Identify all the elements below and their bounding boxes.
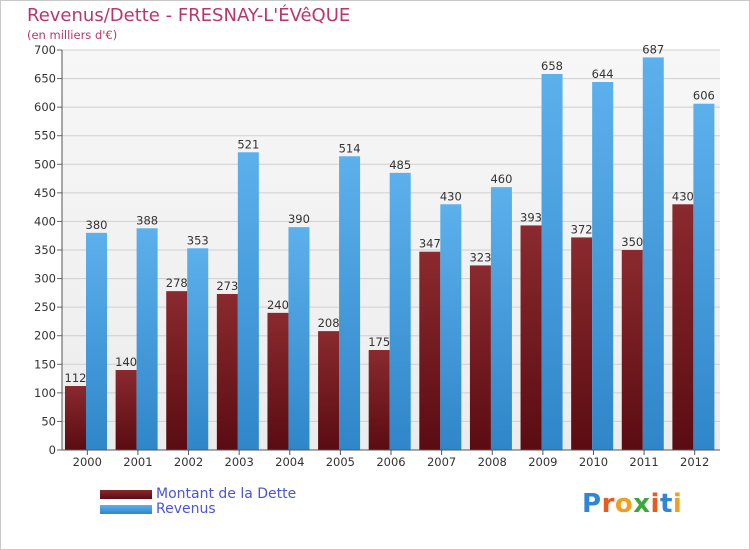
logo-letter: t [659,489,673,519]
bar-dette [318,331,340,450]
bar-dette [672,204,694,450]
bar-revenus [86,232,107,450]
proxiti-logo: Proxiti [582,489,682,519]
y-tick-label: 600 [34,100,56,114]
y-tick-label: 300 [34,272,56,286]
bar-revenus [541,74,563,450]
data-label-dette: 140 [115,355,137,369]
legend-label-revenus: Revenus [156,501,216,517]
data-label-revenus: 353 [187,233,209,247]
bar-revenus [440,204,462,450]
bar-dette [65,386,86,450]
data-label-revenus: 521 [237,137,259,151]
bar-dette [368,350,390,450]
bar-dette [166,291,188,450]
data-label-revenus: 658 [541,59,563,73]
y-tick-label: 350 [34,243,56,257]
data-label-revenus: 644 [592,67,614,81]
logo-letter: i [650,489,660,519]
x-tick-label: 2006 [376,455,405,469]
x-tick-label: 2009 [528,455,557,469]
bar-dette [520,225,542,450]
bar-revenus [389,172,411,450]
bar-revenus [592,82,614,450]
bar-dette [419,251,441,450]
bar-dette [267,312,289,450]
logo-letter: o [614,489,634,519]
data-label-revenus: 380 [86,218,108,232]
data-label-dette: 278 [166,276,188,290]
x-tick-label: 2000 [73,455,102,469]
data-label-dette: 323 [469,250,491,264]
x-tick-label: 2002 [174,455,203,469]
data-label-dette: 372 [571,222,593,236]
x-tick-label: 2005 [326,455,355,469]
logo-letter: x [633,489,651,519]
data-label-dette: 430 [672,189,694,203]
data-label-dette: 350 [621,235,643,249]
logo-letter: r [601,489,615,519]
y-tick-label: 700 [34,43,56,57]
logo-letter: P [582,489,602,519]
x-tick-label: 2012 [680,455,709,469]
x-tick-label: 2008 [478,455,507,469]
data-label-revenus: 606 [693,89,715,103]
bar-dette [115,370,137,450]
x-tick-label: 2004 [275,455,304,469]
bar-revenus [490,187,512,450]
bar-revenus [642,57,664,451]
y-tick-label: 450 [34,186,56,200]
y-tick-label: 650 [34,72,56,86]
data-label-revenus: 687 [642,42,664,56]
data-label-dette: 208 [318,316,340,330]
bar-dette [621,250,643,450]
data-label-dette: 347 [419,237,441,251]
logo-letter: i [672,489,683,519]
data-label-revenus: 460 [490,172,512,186]
bar-revenus [136,228,158,450]
legend-label-dette: Montant de la Dette [156,486,297,502]
y-tick-label: 0 [49,443,56,457]
data-label-dette: 273 [216,279,238,293]
bar-revenus [237,152,259,451]
y-tick-label: 400 [34,214,56,228]
bar-dette [469,265,491,450]
bar-dette [216,294,238,450]
x-tick-label: 2010 [579,455,608,469]
y-tick-label: 250 [34,300,56,314]
data-label-dette: 112 [65,371,87,385]
y-tick-label: 500 [34,157,56,171]
x-tick-label: 2001 [123,455,152,469]
legend-swatch-dette [100,490,152,499]
data-label-revenus: 388 [136,213,158,227]
x-tick-label: 2011 [629,455,658,469]
data-label-dette: 393 [520,210,542,224]
bar-dette [571,237,593,450]
legend-swatch-revenus [100,505,152,514]
y-tick-label: 150 [34,357,56,371]
y-tick-label: 50 [41,414,56,428]
y-tick-label: 100 [34,386,56,400]
bar-revenus [288,227,310,450]
y-tick-label: 550 [34,129,56,143]
data-label-revenus: 390 [288,212,310,226]
data-label-revenus: 430 [440,189,462,203]
y-tick-label: 200 [34,329,56,343]
data-label-revenus: 485 [389,158,411,172]
x-tick-label: 2003 [225,455,254,469]
bar-revenus [693,103,715,450]
bar-revenus [187,248,209,450]
data-label-revenus: 514 [339,141,361,155]
bar-revenus [339,156,361,451]
x-tick-label: 2007 [427,455,456,469]
chart-subtitle: (en milliers d'€) [27,28,118,42]
data-label-dette: 240 [267,298,289,312]
chart-title: Revenus/Dette - FRESNAY-L'ÉVêQUE [27,5,351,26]
data-label-dette: 175 [368,335,390,349]
